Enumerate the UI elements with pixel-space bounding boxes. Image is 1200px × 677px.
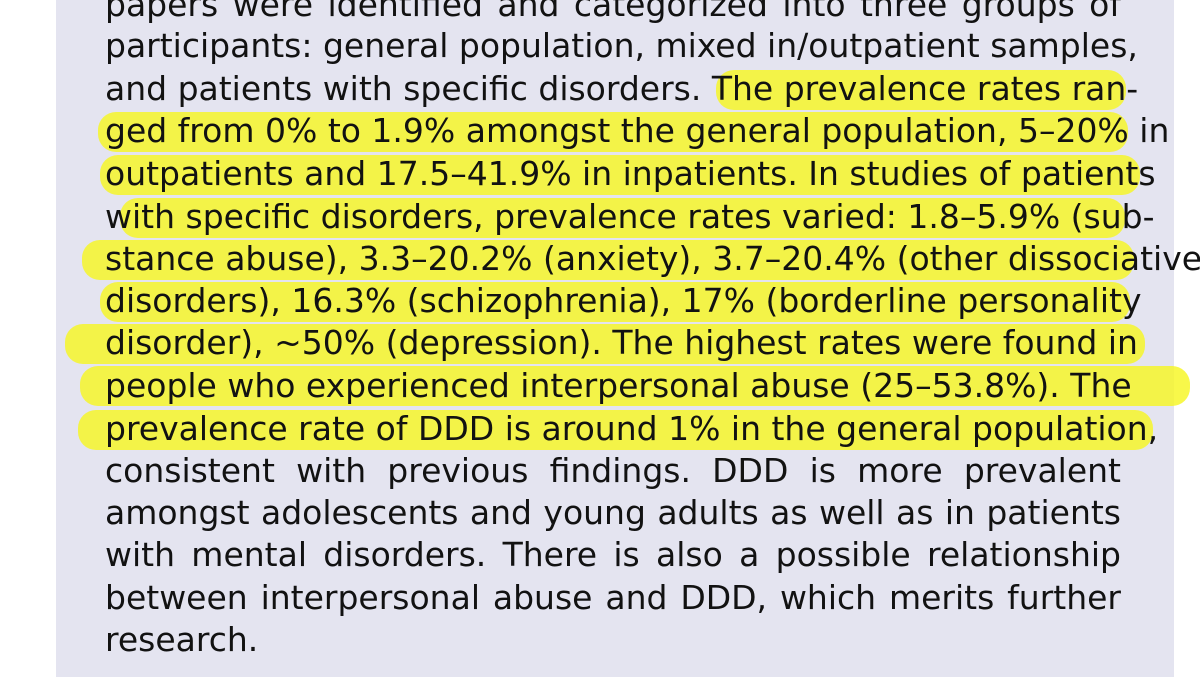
highlight-stroke [82, 240, 1134, 280]
highlight-stroke [100, 155, 1140, 195]
highlight-stroke [716, 70, 1126, 110]
highlight-stroke [98, 112, 1128, 152]
text-line: with mental disorders. There is also a p… [105, 535, 1121, 574]
highlight-stroke [100, 282, 1130, 322]
text-line: consistent with previous findings. DDD i… [105, 451, 1121, 490]
text-line: people who experienced interpersonal abu… [105, 366, 1132, 405]
text-line: between interpersonal abuse and DDD, whi… [105, 578, 1121, 617]
text-line: participants: general population, mixed … [105, 26, 1138, 65]
text-line: papers were identified and categorized i… [105, 0, 1121, 24]
text-line: disorder), ~50% (depression). The highes… [105, 323, 1138, 362]
text-line: outpatients and 17.5–41.9% in inpatients… [105, 154, 1156, 193]
text-line: ged from 0% to 1.9% amongst the general … [105, 111, 1170, 150]
highlight-stroke [78, 410, 1153, 450]
text-line: prevalence rate of DDD is around 1% in t… [105, 409, 1159, 448]
highlight-stroke [80, 366, 1190, 406]
text-line: amongst adolescents and young adults as … [105, 493, 1121, 532]
text-line: research. [105, 620, 259, 659]
highlight-stroke [65, 324, 1145, 364]
highlight-stroke [120, 198, 1125, 238]
text-line: with specific disorders, prevalence rate… [105, 197, 1155, 236]
text-line: stance abuse), 3.3–20.2% (anxiety), 3.7–… [105, 239, 1200, 278]
text-line: disorders), 16.3% (schizophrenia), 17% (… [105, 281, 1142, 320]
text-line: and patients with specific disorders. Th… [105, 69, 1139, 108]
